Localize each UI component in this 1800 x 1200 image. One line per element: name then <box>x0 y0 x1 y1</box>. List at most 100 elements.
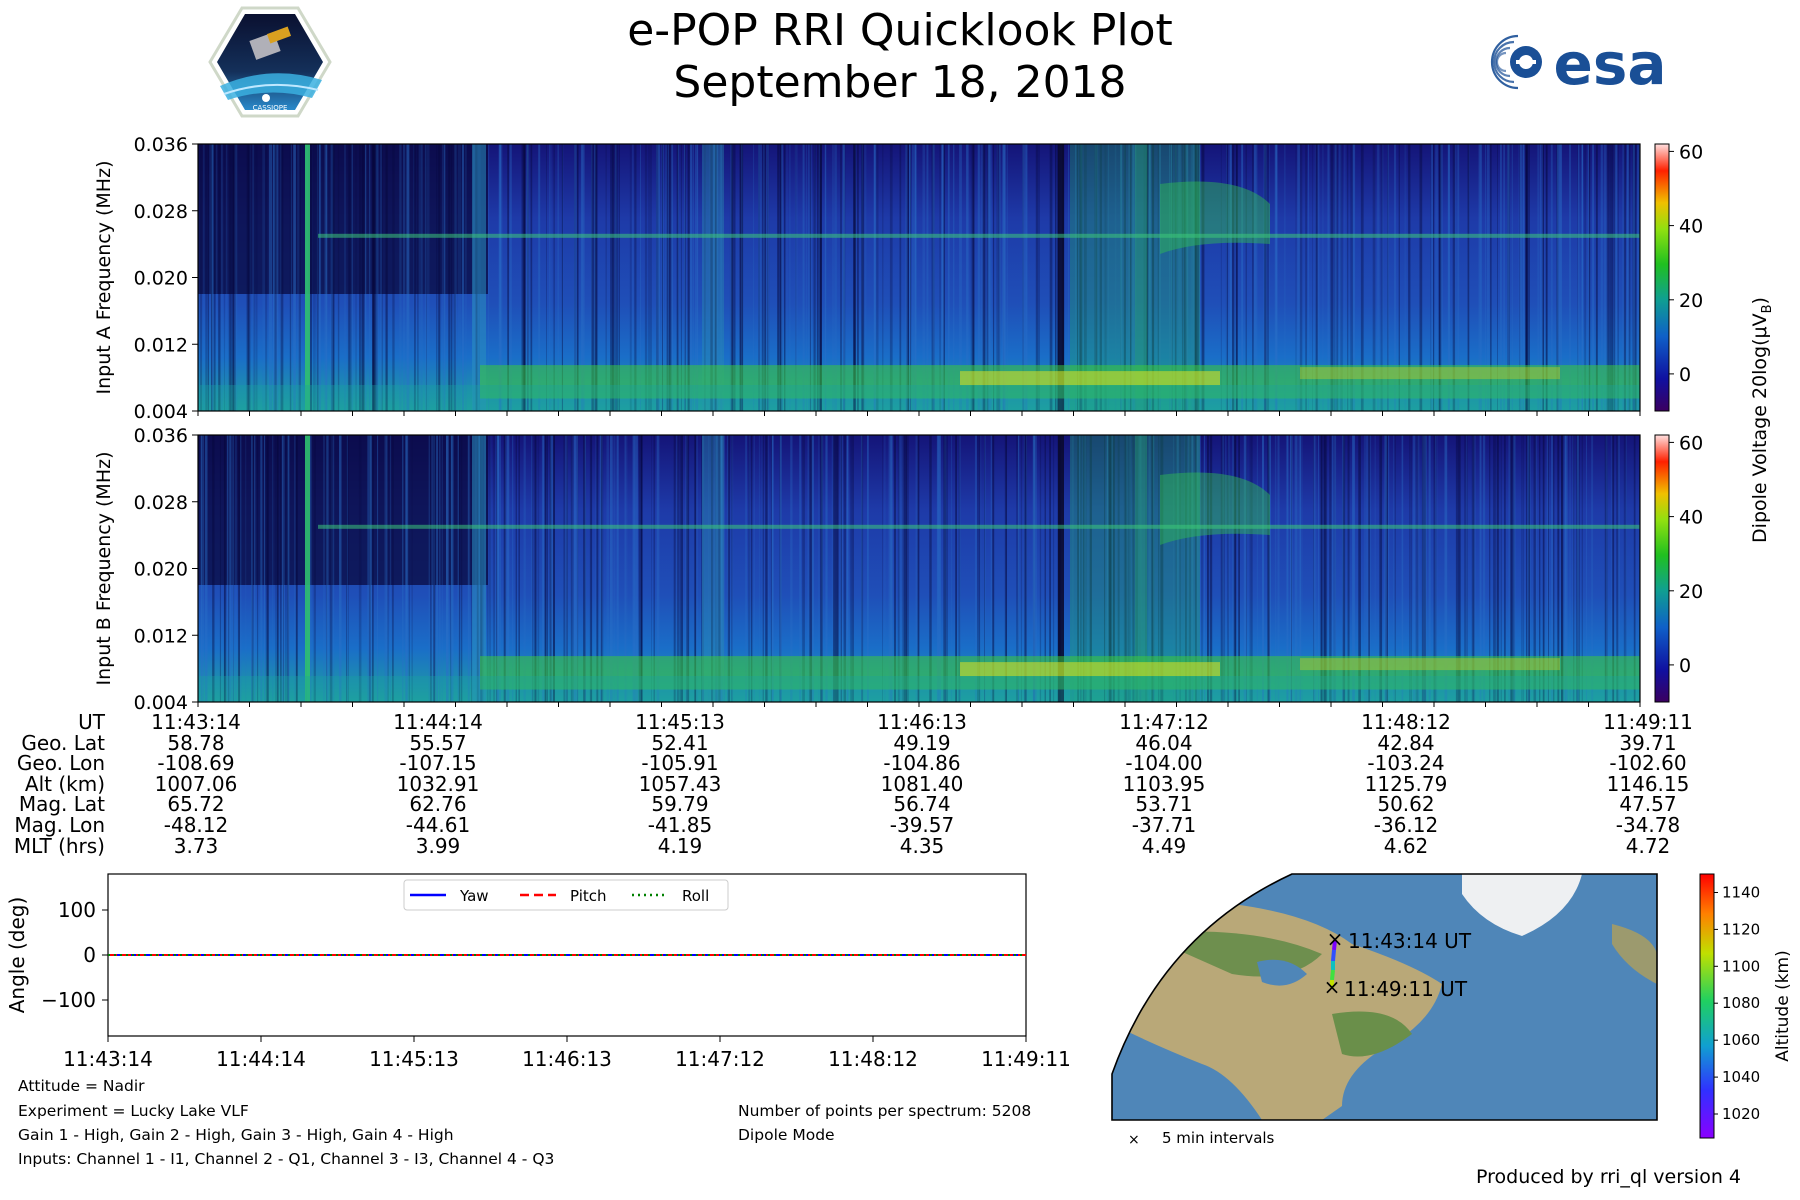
track-segment <box>1332 939 1337 951</box>
x-tick-label: 11:44:14 <box>216 1047 306 1071</box>
experiment-info: Experiment = Lucky Lake VLF <box>18 1102 249 1120</box>
mode-info: Dipole Mode <box>738 1126 835 1144</box>
x-tick-label: 11:49:11 <box>981 1047 1071 1071</box>
produced-by: Produced by rri_ql version 4 <box>1476 1166 1741 1188</box>
spectrogram-band <box>472 144 486 411</box>
interval-label: 5 min intervals <box>1162 1129 1275 1147</box>
y-tick-label: −100 <box>41 988 96 1012</box>
attitude-legend: Yaw Pitch Roll <box>403 879 729 911</box>
colorbar-tick-label: 40 <box>1679 216 1703 238</box>
y-axis-label: Angle (deg) <box>5 897 29 1014</box>
interval-marker-icon: × <box>1128 1132 1140 1148</box>
ephemeris-cell: 4.19 <box>657 833 703 858</box>
inputs-info: Inputs: Channel 1 - I1, Channel 2 - Q1, … <box>18 1150 555 1168</box>
map-boundary <box>1111 873 1658 1121</box>
input-a-spectrogram-panel: 0.036 0.028 0.020 0.012 0.004 Input A Frequen… <box>93 135 1703 420</box>
spectrogram-low-band-peak <box>1300 367 1560 380</box>
ephemeris-cell: -103.24 <box>1367 751 1445 776</box>
ephemeris-row-label: UT <box>78 710 105 734</box>
europe-land <box>1612 924 1657 984</box>
colorbar-tick-label: 1060 <box>1722 1031 1760 1049</box>
ephemeris-cell: 52.41 <box>651 730 709 755</box>
y-tick-label: 0.036 <box>134 135 188 156</box>
spectrogram-bottom-fill <box>198 385 1640 411</box>
svg-text:CASSIOPE: CASSIOPE <box>253 104 288 112</box>
ephemeris-cell: 62.76 <box>409 792 467 817</box>
spectrogram-band <box>702 144 724 411</box>
legend-label-roll: Roll <box>682 887 709 905</box>
esa-logo: esa <box>1490 30 1667 98</box>
spectrogram-emission <box>1070 435 1200 702</box>
altitude-colorbar <box>1699 873 1715 1139</box>
spectrogram-streaks <box>200 435 1636 702</box>
spectrogram-low-band-peak <box>960 371 1220 386</box>
ephemeris-cell: 49.19 <box>893 730 951 755</box>
ephemeris-cell: 3.73 <box>173 833 219 858</box>
y-tick-label: 0.004 <box>134 692 188 711</box>
colorbar <box>1654 434 1670 703</box>
spectrogram-dark-region <box>198 435 488 585</box>
colorbar-tick-label: 20 <box>1679 581 1703 603</box>
ephemeris-cell: -39.57 <box>889 813 955 837</box>
ephemeris-cell: -41.85 <box>647 813 713 837</box>
start-marker: × <box>1327 927 1344 951</box>
spectrogram-low-band-peak <box>1300 658 1560 671</box>
ephemeris-cell: 4.72 <box>1625 833 1671 858</box>
colorbar-tick-label: 1080 <box>1722 994 1760 1012</box>
altitude-colorbar-label: Altitude (km) <box>1773 950 1793 1062</box>
ephemeris-cell: -37.71 <box>1131 813 1197 837</box>
cassiope-logo: CASSIOPE <box>208 6 332 118</box>
input-b-spectrogram-panel: 0.036 0.028 0.020 0.012 0.004 Input B Frequen… <box>93 426 1703 711</box>
ephemeris-cell: 4.49 <box>1141 833 1187 858</box>
gains-info: Gain 1 - High, Gain 2 - High, Gain 3 - H… <box>18 1126 454 1144</box>
y-tick-label: 0.012 <box>134 625 188 647</box>
track-end-label: 11:49:11 UT <box>1344 977 1468 1001</box>
ephemeris-cell: 11:47:12 <box>1119 710 1209 734</box>
ephemeris-cell: 11:49:11 <box>1603 710 1693 734</box>
ephemeris-cell: 56.74 <box>893 792 951 817</box>
y-tick-label: 0.012 <box>134 334 188 356</box>
ephemeris-row-label: Geo. Lat <box>21 730 105 755</box>
colorbar-tick-label: 60 <box>1679 432 1703 454</box>
y-tick-label: 0.020 <box>134 559 188 581</box>
points-info: Number of points per spectrum: 5208 <box>738 1102 1032 1120</box>
colorbar-tick-label: 1100 <box>1722 957 1760 975</box>
ephemeris-cell: 1125.79 <box>1364 771 1448 796</box>
track-start-label: 11:43:14 UT <box>1348 929 1472 953</box>
y-tick-label: 0.028 <box>134 201 188 223</box>
ephemeris-cell: 47.57 <box>1619 792 1677 817</box>
spectrogram-line-0-025mhz <box>318 524 1640 529</box>
spectrogram-band <box>1135 144 1147 411</box>
colorbar-label: Dipole Voltage 20log(μVB) <box>1749 297 1775 543</box>
eastern-forest <box>1332 1011 1412 1057</box>
colorbar <box>1654 143 1670 412</box>
ephemeris-cell: 46.04 <box>1135 730 1193 755</box>
track-segment <box>1330 969 1335 981</box>
colorbar-tick-label: 40 <box>1679 507 1703 529</box>
y-tick-label: 0.020 <box>134 268 188 290</box>
ephemeris-cell: -44.61 <box>405 813 471 837</box>
ephemeris-cell: -104.86 <box>883 751 961 776</box>
ephemeris-cell: 4.62 <box>1383 833 1429 858</box>
spectrogram-band <box>305 435 310 702</box>
spectrogram-emission <box>1070 144 1200 411</box>
x-tick-label: 11:45:13 <box>369 1047 459 1071</box>
spectrogram-band <box>305 144 310 411</box>
ephemeris-cell: 1007.06 <box>154 771 238 796</box>
ephemeris-cell: 11:44:14 <box>393 710 483 734</box>
spectrogram-line-0-025mhz <box>318 233 1640 238</box>
spectrogram-bottom-fill <box>198 676 1640 702</box>
attitude-info: Attitude = Nadir <box>18 1077 145 1095</box>
legend-label-pitch: Pitch <box>570 887 607 905</box>
ephemeris-cell: 11:45:13 <box>635 710 725 734</box>
ephemeris-cell: 3.99 <box>415 833 461 858</box>
ephemeris-cell: 39.71 <box>1619 730 1677 755</box>
greenland <box>1462 874 1582 936</box>
end-marker: × <box>1324 975 1341 999</box>
ephemeris-row-label: Mag. Lon <box>14 813 105 837</box>
colorbar-tick-label: 1140 <box>1722 884 1760 902</box>
colorbar-tick-label: 1020 <box>1722 1105 1760 1123</box>
track-segment <box>1331 949 1336 962</box>
colorbar-tick-label: 1040 <box>1722 1068 1760 1086</box>
